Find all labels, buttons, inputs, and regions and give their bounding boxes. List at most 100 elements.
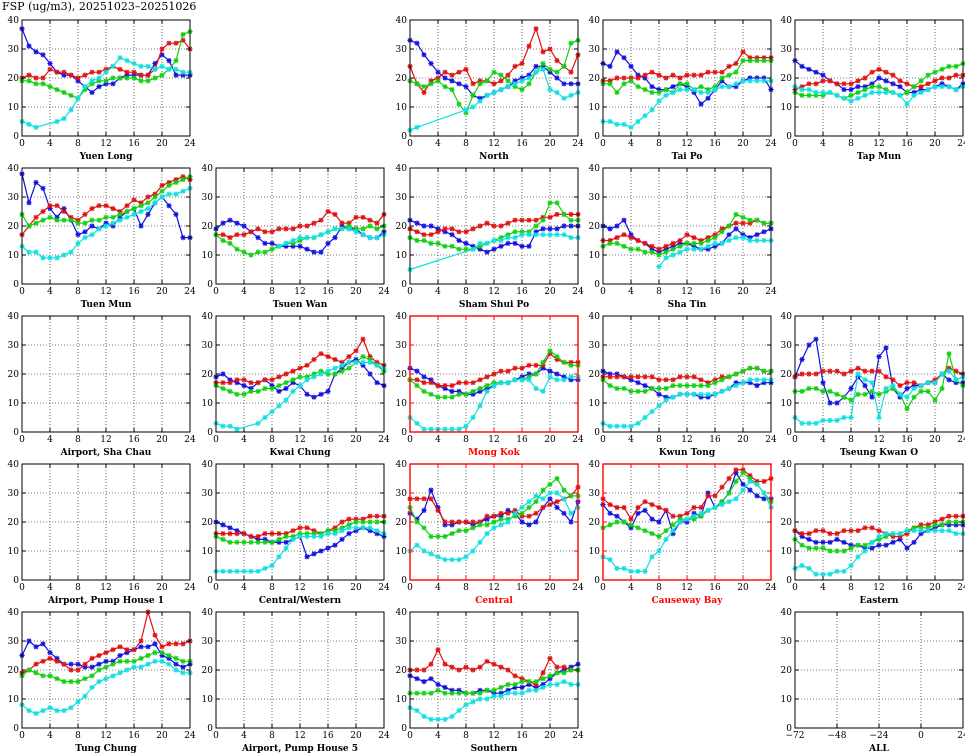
tick-label-x: 20	[544, 731, 556, 741]
tick-label-y: 10	[396, 547, 408, 557]
data-point-blue	[421, 679, 427, 685]
data-point-green	[841, 548, 847, 554]
data-point-green	[33, 220, 39, 226]
data-point-blue	[540, 63, 546, 69]
data-point-blue	[953, 522, 959, 528]
data-point-red	[75, 217, 81, 223]
station-label: Tung Chung	[75, 744, 137, 754]
data-point-red	[677, 374, 683, 380]
tick-label-x: 8	[463, 731, 469, 741]
data-point-red	[248, 533, 254, 540]
data-point-red	[360, 214, 366, 220]
data-point-green	[621, 81, 627, 87]
data-point-cyan	[719, 240, 725, 246]
data-point-green	[166, 652, 172, 659]
data-point-green	[449, 87, 455, 93]
data-point-blue	[547, 368, 553, 374]
data-point-cyan	[241, 568, 247, 574]
data-point-cyan	[505, 519, 511, 525]
data-point-cyan	[740, 487, 746, 493]
data-point-red	[670, 513, 676, 519]
data-point-cyan	[75, 699, 81, 705]
tick-label-y: 40	[396, 312, 408, 322]
data-point-blue	[519, 243, 525, 249]
data-point-cyan	[173, 667, 179, 673]
data-point-cyan	[691, 87, 697, 93]
data-point-red	[855, 78, 861, 84]
data-point-red	[463, 66, 469, 72]
data-point-blue	[367, 528, 373, 534]
chart-panel: 01020304004812162024Eastern	[781, 460, 965, 606]
data-point-red	[890, 533, 896, 540]
data-point-green	[283, 533, 289, 540]
data-point-blue	[670, 531, 676, 537]
data-point-green	[649, 385, 655, 392]
tick-label-x: 24	[957, 583, 965, 593]
data-point-cyan	[568, 510, 574, 516]
data-point-cyan	[939, 371, 945, 377]
data-point-green	[649, 531, 655, 537]
tick-label-x: 8	[463, 435, 469, 445]
data-point-green	[124, 658, 130, 664]
data-point-cyan	[484, 240, 490, 246]
data-point-blue	[911, 89, 917, 96]
data-point-green	[498, 684, 504, 690]
data-point-green	[360, 354, 366, 360]
tick-label-y: 0	[594, 428, 600, 438]
tick-label-y: 40	[202, 312, 214, 322]
tick-label-x: 0	[792, 435, 798, 445]
data-point-blue	[477, 687, 483, 693]
tick-label-x: 20	[929, 435, 941, 445]
data-point-blue	[642, 383, 648, 389]
data-point-red	[414, 667, 420, 673]
data-point-cyan	[325, 368, 331, 374]
data-point-green	[456, 101, 462, 107]
tick-label-x: 4	[628, 287, 634, 297]
data-point-cyan	[297, 533, 303, 540]
data-point-green	[103, 664, 109, 670]
data-point-green	[953, 519, 959, 525]
data-point-green	[607, 522, 613, 528]
data-point-blue	[733, 470, 739, 476]
data-point-cyan	[754, 481, 760, 487]
data-point-red	[491, 371, 497, 377]
data-point-green	[904, 89, 910, 96]
data-point-green	[883, 533, 889, 540]
data-point-blue	[554, 75, 560, 81]
tick-label-x: 0	[213, 435, 219, 445]
data-point-red	[540, 670, 546, 676]
tick-label-x: 0	[19, 583, 25, 593]
data-point-green	[677, 516, 683, 522]
data-point-red	[827, 368, 833, 374]
data-point-blue	[621, 55, 627, 61]
station-label: Tap Mun	[857, 152, 902, 162]
data-point-green	[442, 394, 448, 400]
data-point-red	[813, 371, 819, 377]
data-point-blue	[428, 223, 434, 229]
data-point-blue	[890, 539, 896, 545]
data-point-red	[82, 211, 88, 217]
tick-label-x: 8	[656, 583, 662, 593]
data-point-red	[54, 69, 60, 75]
tick-label-x: 4	[435, 583, 441, 593]
data-point-green	[248, 388, 254, 394]
data-point-blue	[61, 72, 67, 78]
data-point-green	[568, 217, 574, 223]
data-point-green	[138, 203, 144, 209]
data-point-cyan	[568, 92, 574, 98]
data-point-green	[834, 548, 840, 554]
data-point-red	[311, 528, 317, 534]
data-point-red	[173, 641, 179, 647]
data-point-red	[614, 374, 620, 380]
data-point-blue	[862, 84, 868, 90]
data-point-red	[712, 377, 718, 383]
data-point-cyan	[932, 528, 938, 534]
data-point-blue	[761, 75, 767, 81]
data-point-cyan	[47, 705, 53, 711]
data-point-red	[47, 655, 53, 661]
data-point-green	[691, 516, 697, 522]
data-point-green	[505, 516, 511, 522]
tick-label-y: 20	[589, 370, 601, 380]
data-point-red	[234, 232, 240, 238]
